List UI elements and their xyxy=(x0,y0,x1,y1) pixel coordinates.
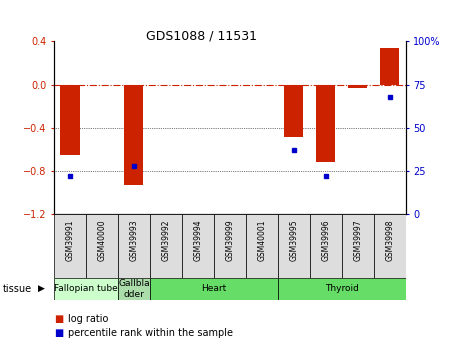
Text: GSM39996: GSM39996 xyxy=(321,219,330,260)
Text: GDS1088 / 11531: GDS1088 / 11531 xyxy=(146,29,257,42)
Bar xyxy=(182,214,214,278)
Text: percentile rank within the sample: percentile rank within the sample xyxy=(68,328,233,338)
Bar xyxy=(150,214,182,278)
Text: GSM39994: GSM39994 xyxy=(193,219,202,260)
Text: GSM39992: GSM39992 xyxy=(161,219,170,260)
Text: ▶: ▶ xyxy=(38,284,45,293)
Text: GSM39995: GSM39995 xyxy=(289,219,298,260)
Text: GSM39991: GSM39991 xyxy=(65,219,75,260)
Bar xyxy=(284,85,303,137)
Bar xyxy=(380,48,399,85)
Bar xyxy=(310,214,342,278)
Bar xyxy=(150,278,278,300)
Text: GSM40000: GSM40000 xyxy=(98,219,106,260)
Bar xyxy=(118,214,150,278)
Bar xyxy=(342,214,374,278)
Bar xyxy=(124,85,144,185)
Text: GSM40001: GSM40001 xyxy=(257,219,266,260)
Text: GSM39998: GSM39998 xyxy=(385,219,394,260)
Bar xyxy=(54,214,86,278)
Text: Fallopian tube: Fallopian tube xyxy=(54,284,118,294)
Text: GSM39997: GSM39997 xyxy=(353,219,362,260)
Bar xyxy=(118,278,150,300)
Text: tissue: tissue xyxy=(2,284,31,294)
Bar xyxy=(278,214,310,278)
Bar xyxy=(86,214,118,278)
Text: ■: ■ xyxy=(54,314,63,324)
Bar xyxy=(246,214,278,278)
Bar xyxy=(61,85,80,155)
Text: Heart: Heart xyxy=(201,284,227,294)
Text: GSM39999: GSM39999 xyxy=(225,219,234,260)
Text: Gallbla
dder: Gallbla dder xyxy=(118,279,150,299)
Text: ■: ■ xyxy=(54,328,63,338)
Bar xyxy=(54,278,118,300)
Bar xyxy=(374,214,406,278)
Bar xyxy=(278,278,406,300)
Bar xyxy=(214,214,246,278)
Bar xyxy=(316,85,335,162)
Text: GSM39993: GSM39993 xyxy=(129,219,138,260)
Text: log ratio: log ratio xyxy=(68,314,108,324)
Text: Thyroid: Thyroid xyxy=(325,284,359,294)
Bar xyxy=(348,85,367,88)
